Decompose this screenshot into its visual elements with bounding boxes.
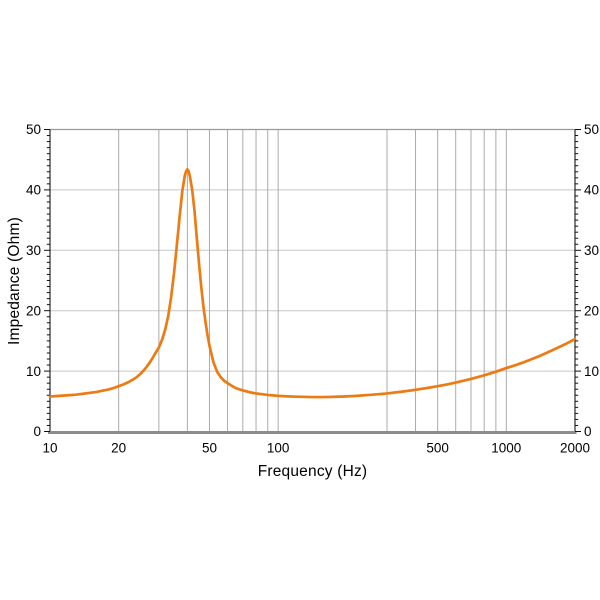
y-tick-label-right: 30 bbox=[584, 243, 599, 258]
impedance-curve bbox=[48, 168, 577, 399]
horizontal-gridlines bbox=[50, 189, 575, 372]
y-axis-title: Impedance (Ohm) bbox=[6, 217, 23, 345]
x-tick-label: 1000 bbox=[491, 441, 521, 456]
axes-spines bbox=[48, 128, 577, 434]
x-axis-title: Frequency (Hz) bbox=[257, 463, 368, 480]
x-tick-label: 500 bbox=[426, 441, 449, 456]
x-tick-label: 10 bbox=[42, 441, 57, 456]
y-tick-label-right: 20 bbox=[584, 303, 599, 318]
y-tick-label-left: 0 bbox=[33, 424, 41, 439]
y-tick-label-right: 0 bbox=[584, 424, 592, 439]
y-tick-label-left: 30 bbox=[26, 243, 41, 258]
y-tick-labels: 0 0 10 10 20 20 30 30 40 40 50 50 bbox=[26, 122, 599, 439]
y-tick-label-right: 40 bbox=[584, 183, 599, 198]
y-tick-label-left: 10 bbox=[26, 364, 41, 379]
y-tick-label-right: 10 bbox=[584, 364, 599, 379]
y-tick-label-right: 50 bbox=[584, 122, 599, 137]
x-tick-label: 20 bbox=[111, 441, 126, 456]
vertical-gridlines bbox=[118, 129, 507, 432]
y-tick-label-left: 50 bbox=[26, 122, 41, 137]
y-tick-label-left: 40 bbox=[26, 183, 41, 198]
x-tick-label: 2000 bbox=[560, 441, 590, 456]
x-tick-label: 100 bbox=[267, 441, 290, 456]
y-tick-label-left: 20 bbox=[26, 303, 41, 318]
x-tick-labels: 10 20 50 100 500 1000 2000 bbox=[42, 441, 590, 456]
x-tick-label: 50 bbox=[202, 441, 217, 456]
y-axis-ticks bbox=[44, 129, 581, 432]
